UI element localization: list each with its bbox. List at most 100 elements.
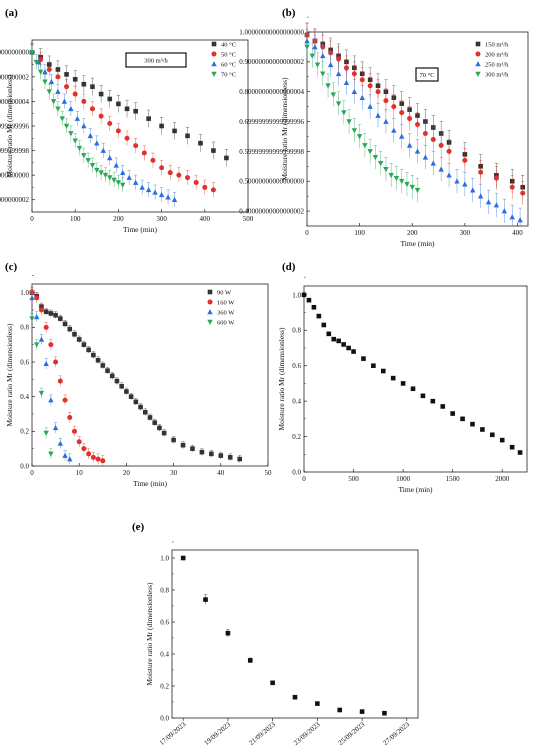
data-point — [462, 181, 468, 187]
data-point — [341, 342, 346, 347]
x-tick-label: 0 — [302, 475, 306, 483]
data-point — [346, 345, 351, 351]
data-point — [38, 390, 45, 397]
data-point — [67, 414, 73, 420]
data-point — [165, 194, 171, 200]
legend-marker — [207, 289, 213, 295]
data-point — [375, 89, 381, 95]
data-point — [180, 442, 186, 448]
data-point — [501, 208, 508, 214]
legend-label: 160 W — [217, 300, 235, 307]
data-point — [38, 57, 44, 63]
data-point — [72, 77, 78, 82]
data-point — [450, 411, 455, 416]
data-point — [337, 707, 343, 713]
data-point — [509, 184, 515, 190]
data-point — [185, 133, 190, 139]
x-axis-label: Time (min) — [398, 485, 433, 494]
data-point — [462, 157, 468, 163]
data-point — [87, 132, 94, 139]
data-point — [407, 116, 413, 122]
data-point — [102, 172, 109, 179]
y-tick-label: 0.6 — [160, 618, 169, 626]
panel-label: (d) — [282, 261, 296, 273]
data-point — [480, 427, 485, 432]
data-point — [59, 116, 65, 122]
data-point — [124, 135, 130, 141]
data-point — [315, 701, 320, 706]
data-point — [107, 155, 113, 161]
x-tick-label: 50 — [265, 469, 273, 477]
legend-marker — [211, 41, 217, 47]
series-2 — [29, 287, 106, 466]
panel-label: (c) — [5, 261, 18, 273]
data-point — [372, 155, 379, 161]
x-tick-label: 21/09/2023 — [247, 720, 277, 747]
series-1 — [29, 288, 242, 463]
x-tick-label: 300 — [460, 229, 471, 237]
x-tick-label: 40 — [217, 469, 225, 477]
series-3 — [304, 28, 523, 226]
data-point — [326, 331, 332, 337]
data-point — [50, 99, 57, 105]
data-point — [335, 101, 342, 107]
legend-marker — [207, 319, 213, 325]
plot-frame — [306, 31, 529, 227]
data-point — [314, 62, 321, 68]
legend-marker — [475, 51, 481, 57]
y-tick-label: 0.4 — [160, 650, 169, 658]
legend-marker — [207, 309, 213, 315]
data-point — [76, 337, 82, 342]
legend-marker — [207, 299, 213, 305]
data-point — [171, 437, 176, 443]
data-point — [100, 458, 106, 464]
data-point — [485, 199, 492, 205]
x-tick-label: 1000 — [396, 475, 411, 483]
legend-label: 40 °C — [221, 42, 236, 49]
data-point — [76, 145, 83, 152]
legend-marker — [475, 41, 481, 47]
data-point — [409, 184, 415, 191]
data-point — [94, 167, 100, 174]
legend-label: 50 °C — [221, 52, 236, 59]
data-point — [327, 61, 334, 68]
data-point — [446, 148, 452, 154]
data-point — [211, 148, 216, 153]
data-point — [147, 415, 153, 420]
x-tick-label: 100 — [354, 229, 365, 237]
data-point — [139, 184, 145, 190]
data-point — [46, 66, 52, 72]
x-tick-label: 30 — [170, 469, 178, 477]
data-point — [367, 103, 373, 109]
data-point — [351, 349, 356, 354]
data-point — [218, 453, 224, 458]
data-point — [325, 83, 331, 89]
data-point — [185, 175, 191, 181]
y-tick-label: 0.50000000000000000 — [239, 178, 304, 186]
data-point — [107, 175, 113, 181]
data-point — [145, 186, 152, 193]
data-point — [62, 321, 68, 327]
data-point — [493, 175, 499, 181]
data-point — [29, 294, 35, 301]
data-point — [406, 142, 413, 148]
series-1 — [301, 292, 523, 455]
data-point — [38, 336, 45, 342]
y-tick-label: 0.8 — [292, 327, 301, 335]
data-point — [237, 456, 242, 462]
data-point — [113, 162, 119, 168]
data-point — [477, 193, 484, 199]
legend-marker — [475, 61, 481, 67]
plot-frame — [31, 283, 269, 467]
y-axis-label: Moisture ratio Mr (dimensionless) — [5, 74, 14, 178]
y-tick-label: 0.8 — [160, 586, 169, 594]
data-point — [57, 440, 64, 446]
data-point — [81, 446, 87, 452]
data-point — [361, 356, 366, 361]
data-point — [34, 342, 40, 348]
data-point — [114, 378, 120, 384]
data-point — [43, 324, 49, 330]
data-point — [158, 191, 165, 198]
y-tick-label: 0.2 — [292, 433, 301, 441]
chart-c: (c) 0.0 0.2 0.4 0.6 0.8 1.0 0 10 20 30 40 50 Time (mi… — [5, 261, 272, 488]
